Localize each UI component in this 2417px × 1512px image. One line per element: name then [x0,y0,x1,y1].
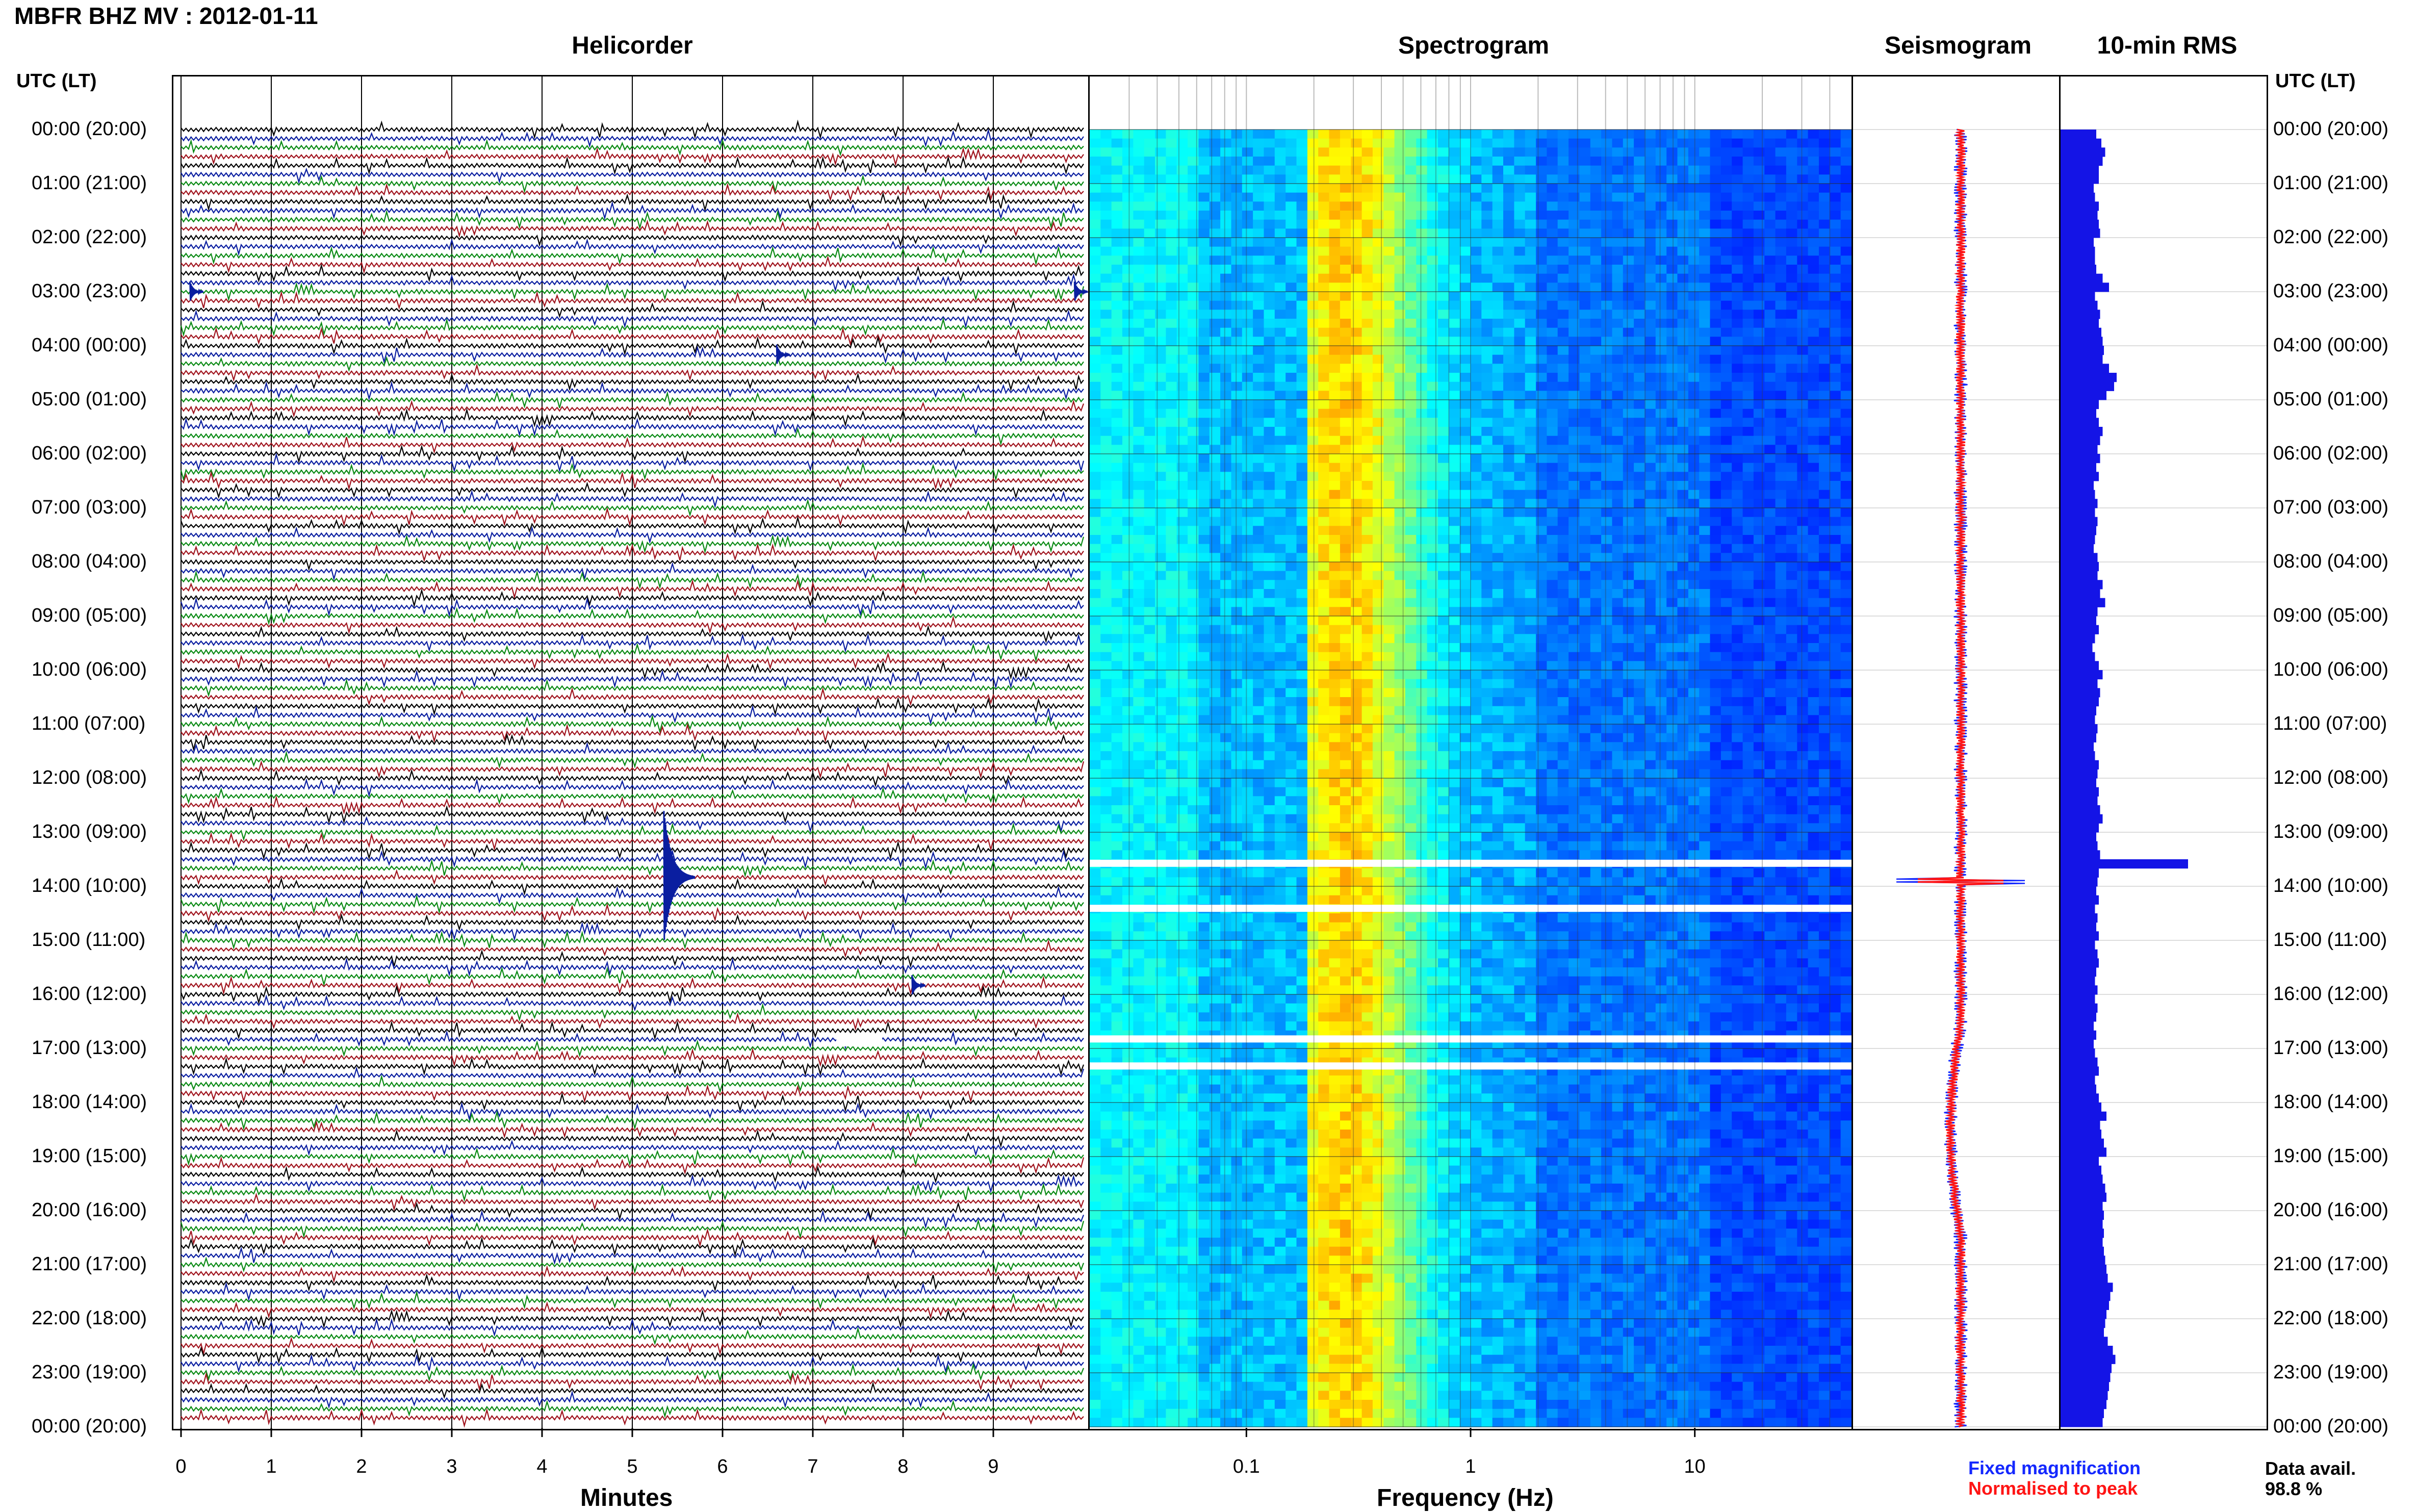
minutes-tick-label: 0 [175,1456,186,1478]
rms-frame [2059,75,2268,1430]
minutes-tick-label: 6 [717,1456,728,1478]
legend-normalised-to-peak: Normalised to peak [1968,1478,2138,1499]
legend-fixed-magnification: Fixed magnification [1968,1457,2141,1479]
minutes-tick-label: 5 [627,1456,637,1478]
data-availability-value: 98.8 % [2265,1479,2356,1499]
spectrogram-frame [1088,75,1853,1430]
minutes-tick-label: 7 [807,1456,818,1478]
helicorder-frame [172,75,1090,1430]
frequency-axis-label: Frequency (Hz) [1377,1484,1554,1512]
minutes-tick-label: 8 [897,1456,908,1478]
minutes-tick-label: 3 [446,1456,457,1478]
minutes-tick-label: 4 [536,1456,547,1478]
frequency-tick-label: 0.1 [1233,1456,1260,1478]
minutes-axis-label: Minutes [580,1484,673,1512]
data-availability: Data avail. 98.8 % [2265,1458,2356,1499]
minutes-tick-label: 9 [988,1456,998,1478]
frequency-tick-label: 1 [1465,1456,1476,1478]
frequency-tick-label: 10 [1684,1456,1706,1478]
data-availability-label: Data avail. [2265,1458,2356,1479]
minutes-tick-label: 2 [356,1456,367,1478]
minutes-tick-label: 1 [266,1456,276,1478]
seismogram-frame [1852,75,2061,1430]
